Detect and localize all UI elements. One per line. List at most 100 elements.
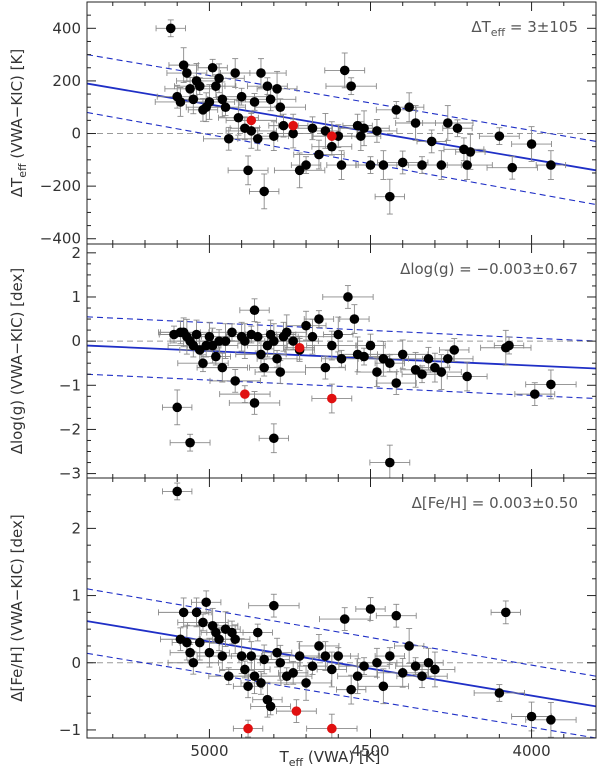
middle-data-point bbox=[252, 331, 263, 342]
middle-data-point bbox=[211, 351, 221, 362]
top-upper-band bbox=[87, 54, 596, 142]
bottom-data-point bbox=[365, 604, 376, 614]
middle-lower-band bbox=[87, 373, 596, 400]
top-data-point bbox=[314, 149, 324, 160]
middle-plot-area bbox=[87, 285, 596, 478]
top-data-point bbox=[188, 94, 199, 105]
middle-data-point bbox=[397, 349, 408, 360]
middle-data-point bbox=[269, 336, 279, 346]
bottom-annotation: Δ[Fe/H] = 0.003±0.50 bbox=[412, 494, 578, 512]
middle-data-point bbox=[230, 376, 240, 386]
bottom-data-point bbox=[230, 634, 240, 645]
top-data-point bbox=[346, 81, 356, 91]
bottom-y-axis-label: Δ[Fe/H] (VWA−KIC) [dex] bbox=[8, 514, 26, 702]
bottom-data-point bbox=[500, 607, 511, 618]
middle-data-point bbox=[227, 327, 237, 338]
middle-y-tick-label: −3 bbox=[59, 465, 81, 483]
top-data-point bbox=[185, 84, 195, 94]
bottom-data-point bbox=[410, 661, 421, 671]
bottom-data-point bbox=[246, 651, 257, 661]
top-data-point bbox=[249, 97, 260, 107]
middle-data-point bbox=[423, 353, 434, 364]
bottom-data-point bbox=[327, 664, 337, 675]
bottom-error-bar bbox=[242, 623, 273, 642]
top-data-point bbox=[494, 131, 505, 141]
middle-data-point bbox=[443, 353, 453, 364]
middle-data-point bbox=[372, 367, 382, 377]
bottom-y-tick-label: 2 bbox=[71, 519, 81, 537]
middle-data-point bbox=[391, 378, 402, 388]
middle-data-point bbox=[333, 329, 344, 340]
bottom-upper-band bbox=[87, 588, 596, 677]
middle-data-point bbox=[269, 433, 279, 444]
top-y-tick-label: −200 bbox=[40, 177, 81, 195]
top-y-tick-label: 0 bbox=[71, 125, 81, 143]
bottom-data-point bbox=[372, 657, 382, 668]
top-data-point bbox=[204, 97, 215, 107]
bottom-frame bbox=[86, 477, 597, 739]
middle-data-point bbox=[385, 457, 395, 468]
middle-data-point bbox=[185, 437, 195, 448]
middle-data-point bbox=[349, 314, 360, 324]
top-lower-band bbox=[87, 111, 596, 206]
bottom-data-point bbox=[397, 668, 408, 678]
top-data-point bbox=[443, 118, 453, 128]
bottom-data-point bbox=[191, 607, 202, 618]
top-data-point bbox=[385, 191, 395, 202]
top-annotation: ΔTeff = 3±105 bbox=[471, 18, 578, 39]
bottom-data-point bbox=[333, 651, 344, 661]
bottom-data-point bbox=[204, 647, 215, 658]
middle-data-point bbox=[417, 369, 427, 380]
top-data-point bbox=[175, 97, 186, 107]
top-data-point bbox=[243, 165, 253, 176]
bottom-data-point bbox=[272, 647, 282, 658]
bottom-data-point bbox=[359, 661, 369, 671]
top-highlight-point bbox=[288, 120, 298, 131]
middle-data-point bbox=[220, 336, 231, 346]
top-data-point bbox=[410, 118, 421, 128]
top-data-point bbox=[252, 133, 263, 144]
bottom-data-point bbox=[217, 651, 228, 661]
bottom-y-tick-label: 0 bbox=[71, 654, 81, 672]
bottom-data-point bbox=[417, 671, 427, 681]
bottom-data-point bbox=[223, 671, 234, 681]
top-data-point bbox=[307, 123, 318, 134]
top-data-point bbox=[259, 186, 269, 197]
middle-data-point bbox=[314, 314, 324, 324]
panel-middle: −3 −2 −1 0 1 2 Δlog(g) (VWA−KIC) [dex] Δlog(g) … bbox=[8, 243, 597, 483]
top-y-tick-label: 400 bbox=[52, 19, 81, 37]
middle-data-point bbox=[275, 367, 286, 377]
middle-data-point bbox=[272, 353, 282, 364]
middle-y-tick-label: −1 bbox=[59, 376, 81, 394]
bottom-y-tick-label: 1 bbox=[71, 587, 81, 605]
bottom-data-point bbox=[243, 681, 253, 692]
bottom-data-point bbox=[185, 647, 195, 658]
top-y-tick-label: 200 bbox=[52, 72, 81, 90]
bottom-data-point bbox=[423, 657, 434, 668]
bottom-data-point bbox=[188, 657, 199, 668]
bottom-data-point bbox=[378, 681, 389, 692]
middle-data-point bbox=[436, 367, 447, 377]
top-data-point bbox=[194, 81, 205, 91]
middle-data-point bbox=[172, 402, 183, 413]
top-data-point bbox=[278, 120, 289, 131]
bottom-x-tick-label: 5000 bbox=[190, 742, 228, 760]
bottom-data-point bbox=[546, 715, 556, 725]
middle-highlight-point bbox=[240, 389, 250, 399]
top-data-point bbox=[178, 60, 189, 70]
top-data-point bbox=[507, 162, 518, 173]
middle-data-point bbox=[504, 340, 514, 351]
bottom-data-point bbox=[346, 684, 356, 695]
top-data-point bbox=[372, 126, 382, 136]
middle-data-point bbox=[343, 292, 353, 302]
panel-top: −400 −200 0 200 400 ΔTeff (VWA−KIC) [K] ΔTeff … bbox=[8, 1, 597, 248]
top-data-point bbox=[320, 126, 331, 136]
bottom-data-point bbox=[430, 664, 440, 675]
middle-data-point bbox=[359, 351, 369, 362]
middle-data-point bbox=[198, 358, 208, 369]
top-data-point bbox=[465, 147, 476, 157]
top-data-point bbox=[275, 102, 286, 113]
top-data-point bbox=[165, 23, 176, 34]
top-highlight-point bbox=[246, 115, 257, 126]
bottom-data-point bbox=[194, 637, 205, 648]
